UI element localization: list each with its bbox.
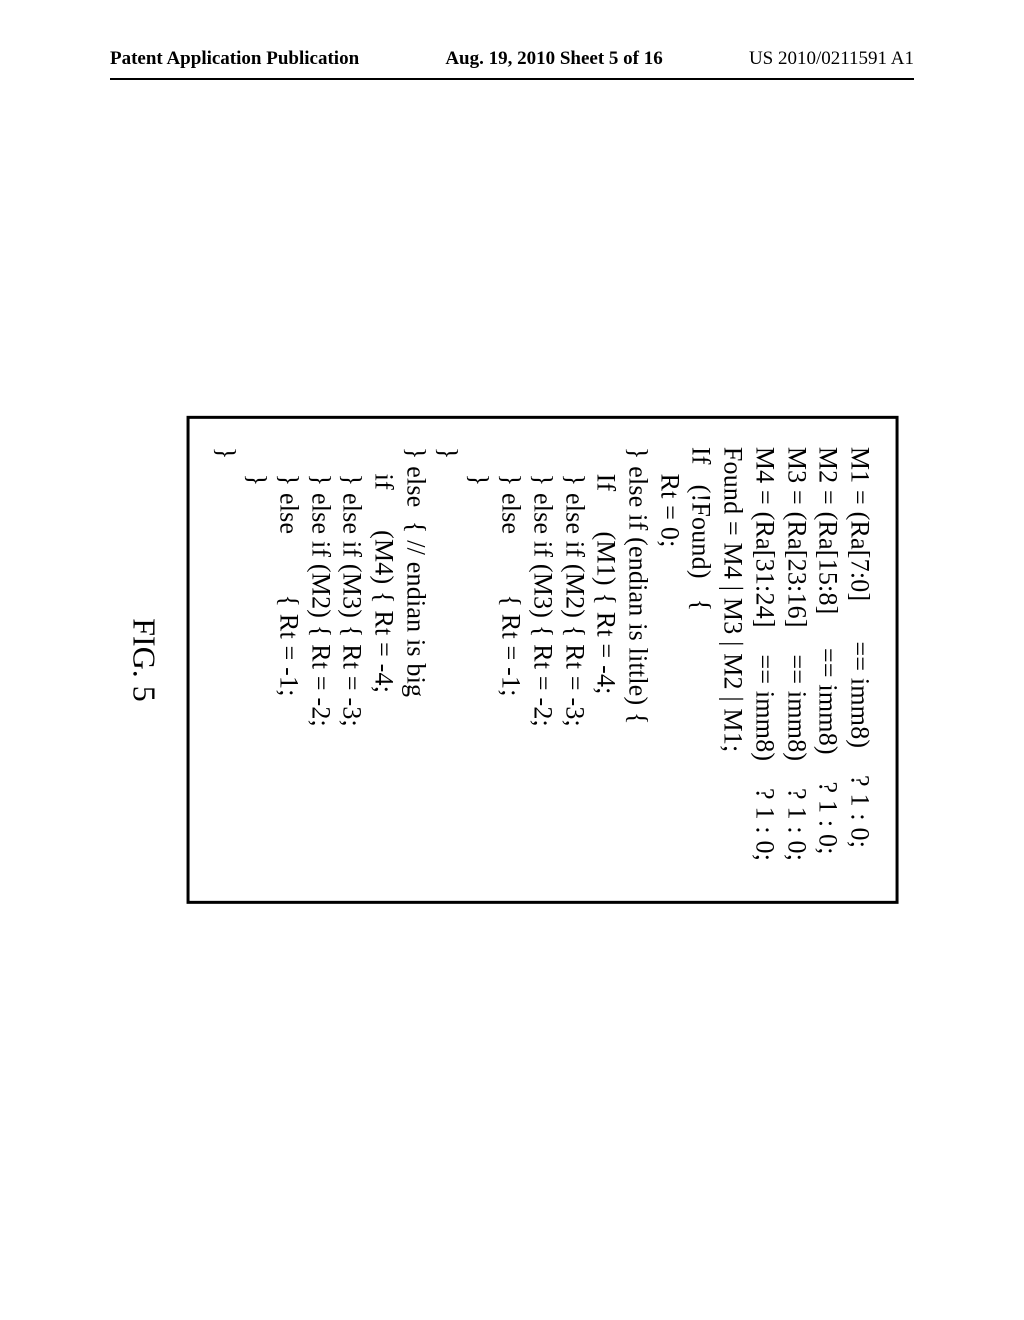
header-left: Patent Application Publication	[110, 48, 359, 70]
header-middle: Aug. 19, 2010 Sheet 5 of 16	[445, 48, 662, 70]
figure-container: M1 = (Ra[7:0] == imm8) ? 1 : 0; M2 = (Ra…	[125, 416, 898, 904]
header-right: US 2010/0211591 A1	[749, 48, 914, 70]
figure-caption: FIG. 5	[125, 416, 162, 904]
header-rule	[110, 78, 914, 80]
pseudocode-box: M1 = (Ra[7:0] == imm8) ? 1 : 0; M2 = (Ra…	[186, 416, 898, 904]
page-header: Patent Application Publication Aug. 19, …	[0, 48, 1024, 70]
